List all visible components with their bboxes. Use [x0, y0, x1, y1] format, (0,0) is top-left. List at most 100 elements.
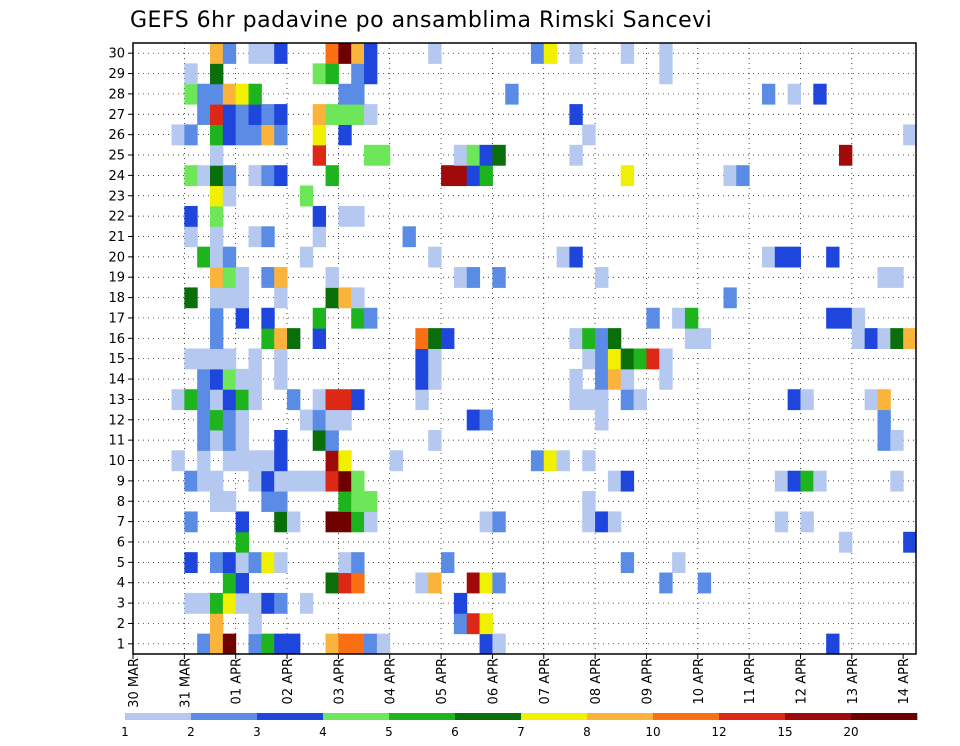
- heatmap-cell: [312, 104, 327, 125]
- heatmap-cell: [620, 348, 635, 370]
- heatmap-cell: [684, 328, 699, 349]
- heatmap-cell: [235, 592, 250, 614]
- x-tick-label: 07 APR: [538, 658, 553, 704]
- heatmap-cell: [453, 613, 468, 635]
- heatmap-cell: [646, 307, 660, 329]
- heatmap-cell: [171, 389, 185, 411]
- heatmap-cell: [338, 205, 352, 227]
- heatmap-cell: [235, 83, 250, 105]
- heatmap-cell: [479, 409, 493, 431]
- heatmap-cell: [543, 450, 558, 472]
- heatmap-cell: [479, 165, 493, 187]
- heatmap-cell: [351, 633, 365, 655]
- heatmap-cell: [274, 592, 288, 614]
- y-tick-label: 24: [108, 169, 125, 184]
- heatmap-cell: [235, 531, 250, 553]
- colorbar-segment: [257, 713, 324, 720]
- heatmap-cell: [222, 592, 237, 614]
- heatmap-cell: [222, 633, 237, 655]
- heatmap-cell: [248, 43, 262, 64]
- x-tick-label: 12 APR: [794, 658, 809, 704]
- y-tick-label: 25: [108, 149, 125, 164]
- heatmap-cell: [441, 165, 455, 187]
- y-tick-label: 9: [117, 474, 125, 489]
- heatmap-cell: [530, 450, 545, 472]
- heatmap-cell: [210, 368, 224, 390]
- heatmap-cell: [351, 307, 365, 329]
- heatmap-cell: [312, 307, 327, 329]
- heatmap-cell: [210, 246, 224, 268]
- heatmap-cell: [492, 633, 506, 655]
- x-tick-label: 04 APR: [384, 658, 399, 704]
- heatmap-cell: [479, 572, 493, 594]
- heatmap-cell: [569, 144, 583, 166]
- heatmap-cell: [774, 470, 789, 492]
- heatmap-cell: [274, 267, 288, 288]
- heatmap-cell: [479, 613, 493, 635]
- heatmap-cell: [569, 246, 583, 268]
- heatmap-cell: [274, 165, 288, 187]
- heatmap-cell: [197, 633, 211, 655]
- heatmap-cell: [261, 592, 275, 614]
- heatmap-cell: [351, 83, 365, 105]
- heatmap-cell: [851, 307, 866, 329]
- colorbar-label: 12: [711, 725, 726, 739]
- heatmap-cell: [890, 328, 904, 349]
- y-tick-label: 19: [108, 271, 125, 286]
- heatmap-cell: [659, 348, 673, 370]
- y-tick-label: 15: [108, 352, 125, 367]
- heatmap-cell: [338, 287, 352, 309]
- heatmap-cell: [312, 389, 327, 411]
- heatmap-cell: [222, 552, 237, 574]
- heatmap-cell: [595, 511, 609, 533]
- x-tick-label: 14 APR: [897, 658, 912, 704]
- heatmap-cell: [261, 491, 275, 512]
- heatmap-cell: [633, 348, 647, 370]
- heatmap-cell: [312, 226, 327, 248]
- heatmap-cell: [325, 267, 339, 288]
- colorbar-segment: [719, 713, 786, 720]
- heatmap-cell: [325, 104, 339, 125]
- heatmap-cell: [325, 287, 339, 309]
- heatmap-cell: [235, 368, 250, 390]
- heatmap-cell: [826, 307, 840, 329]
- heatmap-cell: [210, 226, 224, 248]
- x-tick-label: 13 APR: [846, 658, 861, 704]
- heatmap-cell: [441, 552, 455, 574]
- heatmap-cell: [582, 328, 596, 349]
- heatmap-cell: [351, 287, 365, 309]
- heatmap-cell: [569, 368, 583, 390]
- heatmap-cell: [851, 328, 866, 349]
- heatmap-cell: [620, 368, 635, 390]
- heatmap-cell: [543, 43, 558, 64]
- heatmap-cell: [325, 165, 339, 187]
- heatmap-cell: [248, 450, 262, 472]
- heatmap-cell: [351, 43, 365, 64]
- heatmap-cell: [428, 429, 442, 451]
- heatmap-cell: [197, 348, 211, 370]
- heatmap-cell: [697, 572, 712, 594]
- heatmap-cell: [595, 267, 609, 288]
- heatmap-cell: [338, 633, 352, 655]
- heatmap-cell: [338, 511, 352, 533]
- y-tick-label: 12: [108, 413, 125, 428]
- heatmap-cell: [222, 165, 237, 187]
- heatmap-cell: [595, 328, 609, 349]
- heatmap-cell: [261, 552, 275, 574]
- heatmap-cell: [197, 246, 211, 268]
- heatmap-cell: [761, 83, 776, 105]
- heatmap-cell: [210, 185, 224, 207]
- heatmap-cell: [492, 144, 506, 166]
- heatmap-cell: [877, 429, 891, 451]
- heatmap-cell: [338, 470, 352, 492]
- heatmap-cell: [222, 267, 237, 288]
- heatmap-cell: [287, 511, 301, 533]
- heatmap-cell: [415, 348, 429, 370]
- colorbar-label: 15: [777, 725, 792, 739]
- heatmap-cell: [222, 104, 237, 125]
- heatmap-cell: [222, 83, 237, 105]
- heatmap-cell: [222, 450, 237, 472]
- heatmap-cell: [659, 63, 673, 85]
- x-tick-label: 10 APR: [692, 658, 707, 704]
